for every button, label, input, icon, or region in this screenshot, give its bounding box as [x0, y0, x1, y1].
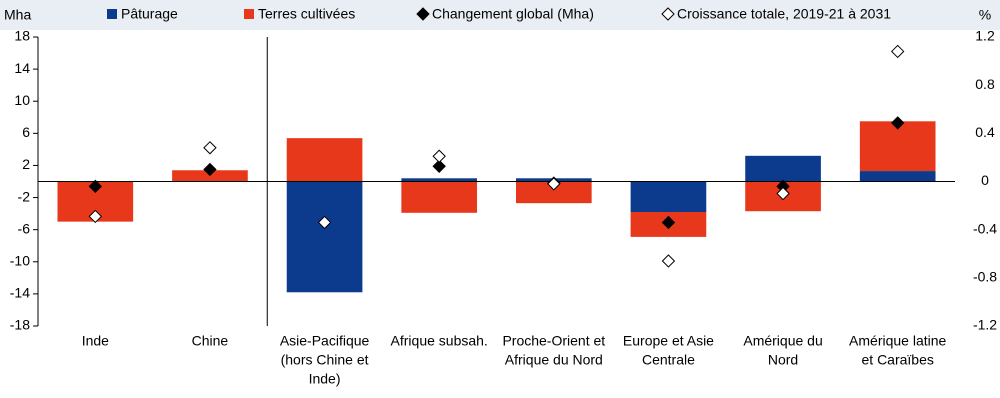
bar: [859, 171, 936, 182]
x-tick-label: Europe et Asie: [623, 333, 714, 349]
x-tick-label: Afrique du Nord: [505, 352, 603, 368]
y2-tick-label: 0.8: [975, 76, 995, 92]
marker: [203, 141, 217, 155]
x-tick-label: Inde): [309, 371, 341, 387]
y-tick-label: -14: [10, 285, 30, 301]
marker: [88, 179, 103, 194]
legend-label: Pâturage: [121, 6, 178, 22]
bar: [745, 155, 821, 182]
y2-tick-label: -1.2: [973, 317, 997, 333]
legend-swatch: [661, 7, 675, 21]
y2-tick-label: 1.2: [975, 28, 995, 44]
marker: [661, 215, 676, 230]
marker: [432, 149, 446, 163]
y2-tick-label: 0.4: [975, 124, 995, 140]
marker: [432, 159, 446, 173]
x-tick-label: (hors Chine et: [281, 352, 369, 368]
y-tick-label: -6: [18, 220, 31, 236]
y2-tick-label: -0.4: [973, 220, 997, 236]
bar: [401, 181, 478, 213]
legend-swatch: [244, 9, 254, 19]
x-tick-label: Asie-Pacifique: [280, 333, 370, 349]
y-axis-label: Mha: [4, 7, 31, 23]
y-tick-label: 14: [14, 60, 30, 76]
marker: [203, 162, 217, 177]
legend-label: Changement global (Mha): [432, 6, 594, 22]
legend-background: [0, 0, 1000, 30]
bar: [286, 138, 363, 182]
y-tick-label: -18: [10, 317, 30, 333]
y-tick-label: 18: [14, 28, 30, 44]
marker: [547, 177, 561, 191]
x-tick-label: et Caraïbes: [862, 352, 934, 368]
marker: [317, 215, 332, 230]
bar: [515, 181, 592, 204]
x-tick-label: Inde: [82, 333, 109, 349]
y-tick-label: 10: [14, 92, 30, 108]
y-tick-label: -10: [10, 252, 30, 268]
bar: [630, 181, 707, 213]
y2-axis-label: %: [979, 7, 991, 23]
marker: [776, 186, 790, 201]
x-tick-label: Afrique subsah.: [391, 333, 488, 349]
marker: [661, 254, 676, 268]
y-tick-label: 6: [22, 124, 30, 140]
marker: [890, 44, 905, 59]
y2-tick-label: -0.8: [973, 269, 997, 285]
y2-tick-label: 0: [981, 172, 989, 188]
x-tick-label: Amérique du: [743, 333, 822, 349]
x-tick-label: Centrale: [642, 352, 695, 368]
bar: [286, 181, 363, 293]
y-tick-label: -2: [18, 188, 31, 204]
marker: [88, 209, 103, 224]
x-tick-label: Chine: [192, 333, 229, 349]
legend-label: Terres cultivées: [258, 6, 355, 22]
x-tick-label: Proche-Orient et: [502, 333, 605, 349]
bar: [401, 178, 478, 182]
x-tick-label: Nord: [768, 352, 798, 368]
x-tick-label: Amérique latine: [849, 333, 946, 349]
legend-swatch: [107, 9, 117, 19]
marker: [890, 116, 905, 130]
legend-swatch: [416, 7, 430, 21]
y-tick-label: 2: [22, 156, 30, 172]
legend-label: Croissance totale, 2019-21 à 2031: [677, 6, 891, 22]
